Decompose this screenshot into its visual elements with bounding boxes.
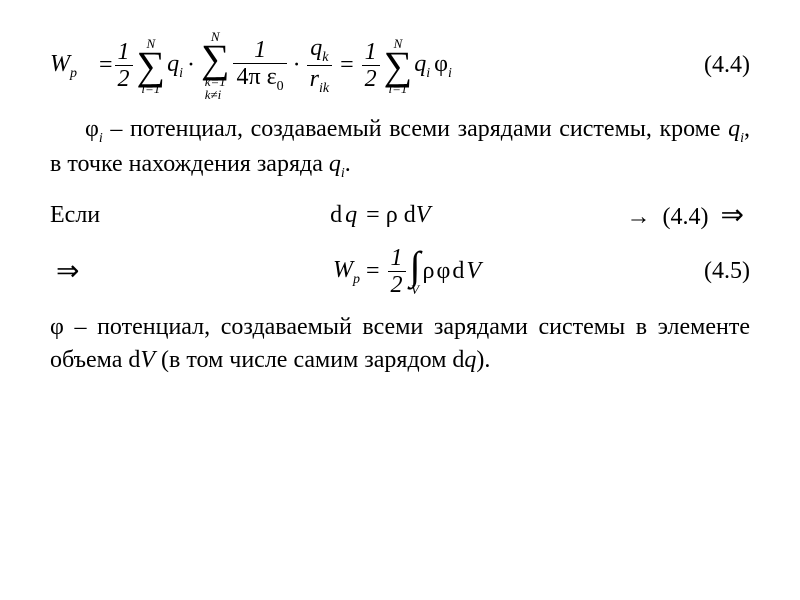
sym-eq: = [99, 49, 113, 83]
frac-qk-rik: qk rik [307, 35, 332, 96]
definition-phi-i: φi – потенциал, создаваемый всеми заряда… [50, 113, 750, 184]
sum-k: N ∑ k=1k≠i [201, 30, 230, 101]
sym-qi-ref2: qi [329, 151, 345, 177]
sym-W: W [50, 51, 70, 77]
integral-V: ∫ V [410, 248, 421, 296]
sym-phi: φ [50, 314, 64, 340]
frac-half-3: 1 2 [388, 245, 406, 299]
conditional-line: Если d q = ρ d V → (4.4) ⇒ [50, 196, 750, 235]
sub-p: p [70, 66, 77, 81]
arrow-icon: → [627, 204, 651, 230]
equation-number-4-5: (4.5) [704, 255, 750, 289]
equation-4-5-body: Wp = 1 2 ∫ V ρ φ d V [333, 245, 481, 299]
dq-eq-rhodV: d q = ρ d V [330, 199, 430, 233]
frac-4pieps: 1 4π ε0 [233, 37, 286, 95]
sym-dot2: · [293, 49, 301, 83]
sym-eq2: = [340, 49, 354, 83]
frac-half-1: 1 2 [115, 39, 133, 93]
sym-dot: · [187, 49, 195, 83]
equation-4-5: ⇒ Wp = 1 2 ∫ V ρ φ d V (4.5) [50, 245, 750, 299]
sum-i2: N ∑ i=1 [384, 37, 413, 95]
equation-number-4-4: (4.4) [704, 49, 750, 83]
equation-4-4: Wp = 1 2 N ∑ i=1 qi · N ∑ k=1k≠i 1 4π ε0… [50, 30, 750, 101]
sym-qi: q [167, 51, 179, 77]
implication-chain: → (4.4) ⇒ [621, 196, 750, 235]
sum-i: N ∑ i=1 [137, 37, 166, 95]
definition-phi: φ – потенциал, создаваемый всеми зарядам… [50, 311, 750, 378]
frac-half-2: 1 2 [362, 39, 380, 93]
if-label: Если [50, 199, 140, 233]
sym-phi-i: φi [85, 116, 103, 142]
double-arrow-icon: ⇒ [721, 200, 744, 231]
sym-qi-ref: qi [728, 116, 744, 142]
double-arrow-icon2: ⇒ [56, 256, 79, 287]
equation-4-4-body: Wp = 1 2 N ∑ i=1 qi · N ∑ k=1k≠i 1 4π ε0… [50, 30, 452, 101]
